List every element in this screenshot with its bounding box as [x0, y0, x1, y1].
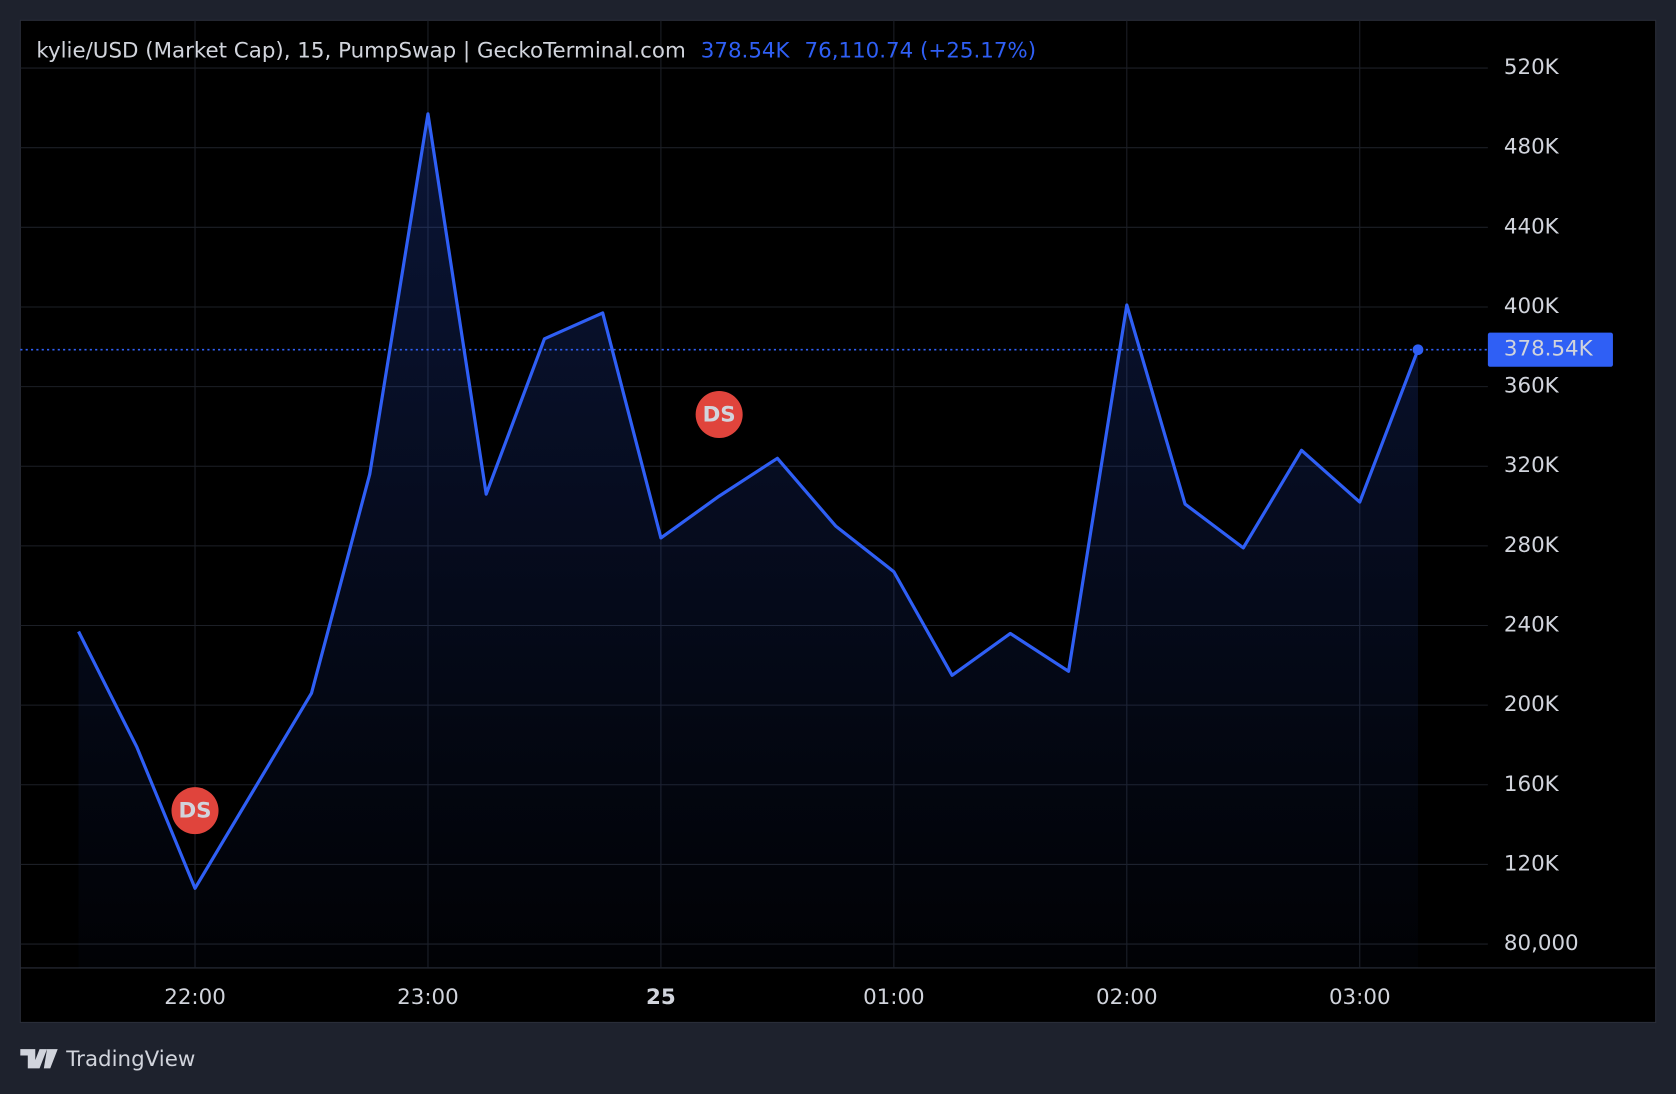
y-tick-label: 520K: [1504, 55, 1560, 80]
x-tick-label: 25: [646, 985, 676, 1010]
y-tick-label: 480K: [1504, 135, 1560, 160]
event-marker-label: DS: [703, 403, 736, 428]
y-tick-label: 440K: [1504, 214, 1560, 239]
last-value: 378.54K: [701, 38, 791, 63]
last-value-tag-label: 378.54K: [1504, 337, 1594, 362]
x-tick-label: 23:00: [397, 985, 459, 1010]
y-tick-label: 160K: [1504, 772, 1560, 797]
y-tick-label: 80,000: [1504, 931, 1579, 956]
last-point: [1412, 344, 1424, 356]
legend-header: kylie/USD (Market Cap), 15, PumpSwap | G…: [36, 38, 1036, 63]
event-marker: [695, 390, 743, 438]
y-tick-label: 320K: [1504, 453, 1560, 478]
y-tick-label: 200K: [1504, 692, 1560, 717]
event-marker-label: DS: [178, 799, 211, 824]
y-tick-label: 240K: [1504, 613, 1560, 638]
change: 76,110.74 (+25.17%): [805, 38, 1037, 63]
chart-title: kylie/USD (Market Cap), 15, PumpSwap | G…: [36, 38, 685, 63]
x-tick-label: 01:00: [863, 985, 925, 1010]
brand-name: TradingView: [65, 1047, 195, 1072]
last-value-tag: [1487, 332, 1613, 367]
y-tick-label: 280K: [1504, 533, 1560, 558]
logo-icon: [20, 1049, 58, 1069]
logo: TradingView: [20, 1047, 195, 1072]
x-tick-label: 03:00: [1329, 985, 1391, 1010]
y-tick-label: 400K: [1504, 294, 1560, 319]
y-tick-label: 120K: [1504, 851, 1560, 876]
x-tick-label: 22:00: [164, 985, 226, 1010]
x-tick-label: 02:00: [1096, 985, 1158, 1010]
line: [77, 112, 1420, 890]
axes: 80,000 120K 160K 200K 240K 280K 320K 360K 400K 44…: [164, 55, 1613, 1010]
plot: DS DS: [20, 112, 1488, 968]
area: [78, 113, 1418, 968]
event-marker: [171, 787, 219, 835]
y-tick-label: 360K: [1504, 374, 1560, 399]
